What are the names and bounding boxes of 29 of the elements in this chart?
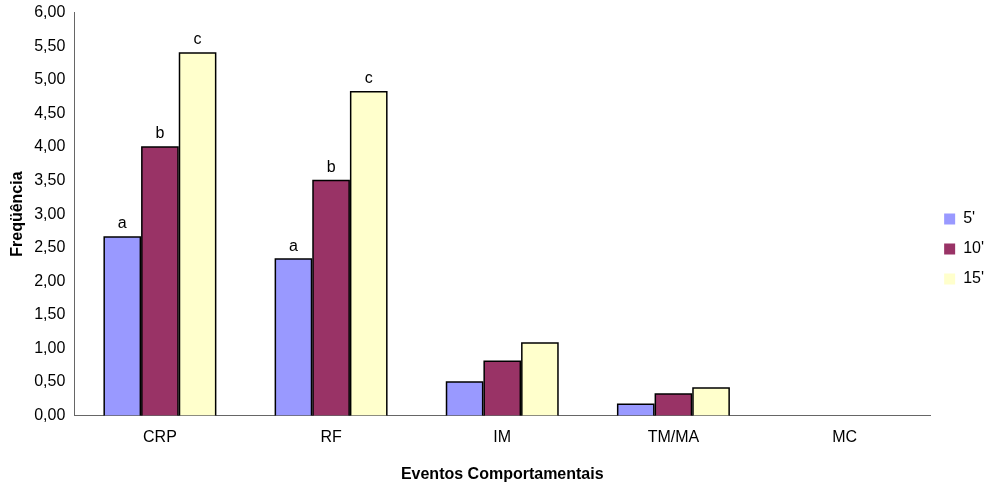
x-tick-label: TM/MA [647,427,700,445]
legend-label: 5' [963,209,976,227]
y-tick-label: 4,00 [34,137,66,155]
x-tick-label: CRP [143,427,177,445]
y-tick-label: 0,00 [34,406,66,424]
legend-label: 15' [963,269,985,287]
y-tick-label: 3,50 [34,170,66,188]
y-tick-label: 4,50 [34,103,66,121]
annotation: a [117,214,127,232]
y-axis-title: Freqüência [8,171,26,257]
x-tick-label: MC [832,427,858,445]
annotation: b [326,157,336,175]
y-tick-label: 2,50 [34,238,66,256]
x-tick-label: IM [493,427,512,445]
legend-label: 10' [963,239,985,257]
annotation: a [288,236,298,254]
annotation: c [193,30,202,48]
y-tick-label: 1,50 [34,305,66,323]
y-tick-label: 3,00 [34,204,66,222]
annotation: c [364,69,373,87]
y-tick-label: 0,50 [34,372,66,390]
y-tick-label: 5,00 [34,70,66,88]
y-tick-label: 2,00 [34,271,66,289]
x-axis-title: Eventos Comportamentais [400,464,604,482]
x-tick-label: RF [320,427,342,445]
y-tick-label: 1,00 [34,338,66,356]
y-tick-label: 6,00 [34,3,66,21]
y-tick-label: 5,50 [34,36,66,54]
annotation: b [155,124,165,142]
